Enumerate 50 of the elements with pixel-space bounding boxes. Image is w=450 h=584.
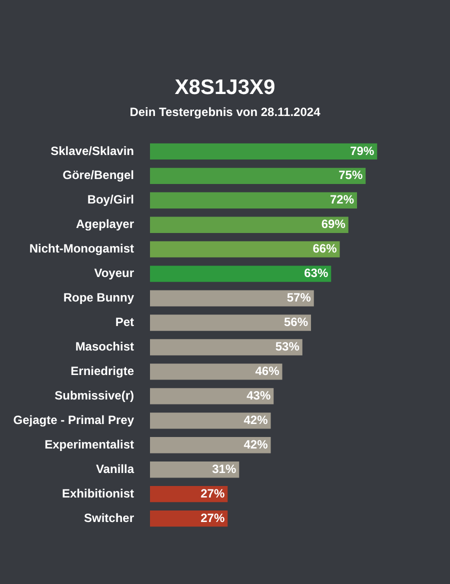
data-label: 27% [200,486,225,500]
data-label: 56% [284,315,308,330]
y-tick-label: Nicht-Monogamist [29,242,134,256]
data-label: 75% [338,168,363,182]
chart-subtitle: Dein Testergebnis von 28.11.2024 [128,105,322,119]
y-tick-label: Experimentalist [44,437,134,452]
y-tick-label: Exhibitionist [62,486,134,500]
y-tick-label: Masochist [75,340,134,354]
y-tick-label: Switcher [84,510,134,525]
bar [150,388,274,404]
bar [150,216,348,233]
y-tick-label: Rope Bunny [63,290,134,305]
bar [150,339,302,356]
data-label: 57% [286,290,312,305]
data-label: 31% [212,462,236,476]
y-tick-label: Göre/Bengel [62,168,134,182]
bar [150,412,271,429]
data-label: 69% [321,217,346,232]
chart-title: X8S1J3X9 [174,76,276,100]
y-tick-label: Boy/Girl [87,192,134,207]
data-label: 66% [312,242,338,256]
data-label: 79% [350,144,374,158]
bar [150,510,228,527]
bar [150,364,282,380]
bar [150,266,332,282]
y-tick-label: Erniedrigte [70,364,134,378]
bar [150,437,271,454]
bar [150,486,228,502]
y-tick-label: Voyeur [94,266,134,280]
bar [150,143,378,160]
bar [150,290,314,306]
data-label: 72% [330,192,354,207]
bar [150,314,311,331]
data-label: 27% [200,510,225,525]
data-label: 42% [244,412,268,427]
bar [150,241,340,258]
y-tick-label: Vanilla [96,462,134,476]
data-label: 63% [304,266,328,280]
bar [150,192,357,208]
bar [150,168,366,184]
data-label: 46% [255,364,280,378]
y-tick-label: Gejagte - Primal Prey [13,412,134,427]
y-tick-label: Ageplayer [76,217,134,232]
y-tick-label: Pet [115,315,134,330]
y-tick-label: Submissive(r) [54,388,134,402]
data-label: 53% [275,340,300,354]
data-label: 42% [244,437,268,452]
bar [150,462,240,478]
data-label: 43% [246,388,271,402]
y-tick-label: Sklave/Sklavin [50,144,134,158]
